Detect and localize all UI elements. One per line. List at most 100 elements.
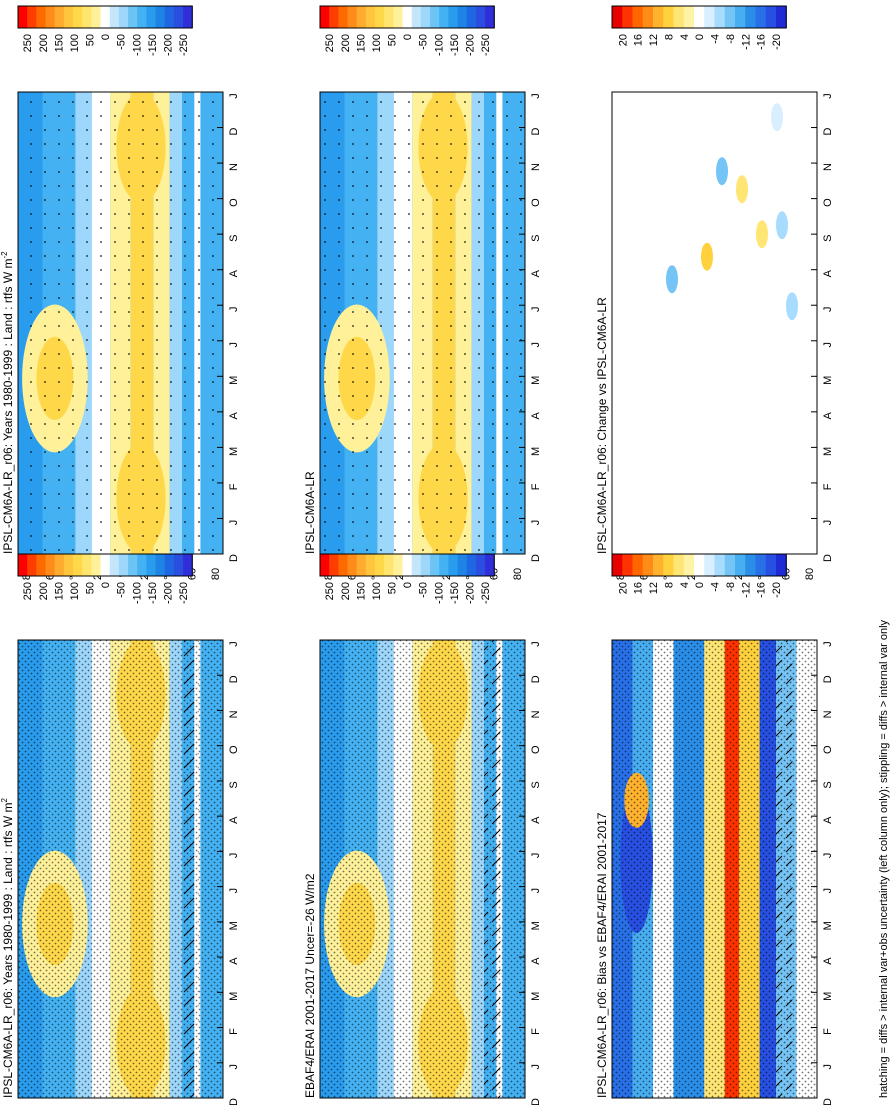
month-label: A xyxy=(530,412,542,420)
month-label: D xyxy=(822,554,834,562)
colorbar-swatch xyxy=(73,6,83,28)
month-label: J xyxy=(822,520,834,526)
month-label: N xyxy=(530,710,542,718)
chart-panel-2: IPSL-CM6A-LRDJFMAMJJASONDJ8060°N20020°S6… xyxy=(303,5,542,580)
colorbar-tick-label: 50 xyxy=(85,582,97,594)
colorbar-swatch xyxy=(109,554,120,576)
colorbar-swatch xyxy=(439,6,449,28)
chart-panel-1: IPSL-CM6A-LR_r06: Years 1980-1999 : Land… xyxy=(0,5,240,580)
colorbar-swatch xyxy=(642,554,654,576)
colorbar-swatch xyxy=(694,554,705,576)
colorbar-swatch xyxy=(155,554,166,576)
colorbar-tick-label: -100 xyxy=(433,34,445,56)
colorbar-swatch xyxy=(402,6,413,28)
month-label: N xyxy=(228,710,240,718)
colorbar-swatch xyxy=(73,554,83,576)
colorbar-swatch xyxy=(475,6,486,28)
colorbar-tick-label: -250 xyxy=(178,582,190,604)
colorbar-swatch xyxy=(109,6,120,28)
colorbar-tick-label: 16 xyxy=(633,582,645,594)
colorbar-frame xyxy=(611,553,787,577)
stippling-overlay xyxy=(18,92,223,554)
colorbar-swatch xyxy=(735,554,746,576)
colorbar-swatch xyxy=(420,554,431,576)
colorbar-swatch xyxy=(356,6,367,28)
plot-frame xyxy=(319,639,526,1099)
colorbar-tick-label: 150 xyxy=(355,582,367,600)
anomaly-patch xyxy=(701,242,713,271)
month-label: M xyxy=(228,921,240,930)
colorbar-tick-label: 100 xyxy=(69,582,81,600)
panel-title: IPSL-CM6A-LR_r06: Years 1980-1999 : Land… xyxy=(0,798,15,1098)
month-label: J xyxy=(530,342,542,348)
colorbar-tick-label: 200 xyxy=(340,34,352,52)
month-label: M xyxy=(530,992,542,1001)
colorbar-tick-label: -50 xyxy=(116,34,128,50)
heatmap-field xyxy=(612,92,817,554)
colorbar-tick-label: 100 xyxy=(371,34,383,52)
heatmap-background xyxy=(612,92,817,554)
colorbar-tick-label: 50 xyxy=(387,34,399,46)
colorbar-tick-label: 150 xyxy=(355,34,367,52)
anomaly-patch xyxy=(786,292,798,321)
colorbar-tick-label: 150 xyxy=(53,582,65,600)
month-label: J xyxy=(530,888,542,894)
latitude-label: 80 xyxy=(804,568,816,580)
anomaly-patch xyxy=(771,103,783,132)
colorbar-swatch xyxy=(411,6,422,28)
colorbar-tick-label: 20 xyxy=(617,34,629,46)
colorbar-tick-label: 20 xyxy=(617,582,629,594)
colorbar-swatch xyxy=(755,554,767,576)
month-label: A xyxy=(822,816,834,824)
colorbar-frame xyxy=(611,5,787,29)
colorbar-swatch xyxy=(632,554,644,576)
plot-frame xyxy=(17,639,224,1099)
colorbar-swatch xyxy=(745,554,756,576)
colorbar-tick-label: -50 xyxy=(116,582,128,598)
colorbar-swatch xyxy=(714,554,726,576)
colorbar-swatch xyxy=(118,554,129,576)
colorbar-tick-label: 250 xyxy=(324,34,336,52)
colorbar-swatch xyxy=(622,6,633,28)
month-label: D xyxy=(228,554,240,562)
colorbar-swatch xyxy=(694,6,705,28)
colorbar-tick-label: 8 xyxy=(663,34,675,40)
colorbar-swatch xyxy=(36,554,47,576)
colorbar-swatch xyxy=(375,554,385,576)
month-label: J xyxy=(822,93,834,99)
colorbar-swatch xyxy=(338,6,349,28)
month-label: J xyxy=(822,888,834,894)
colorbar-tick-label: -20 xyxy=(771,582,783,598)
colorbar-swatch xyxy=(82,6,92,28)
month-label: S xyxy=(228,234,240,241)
colorbar-swatch xyxy=(457,6,468,28)
month-label: J xyxy=(530,306,542,312)
colorbar-swatch xyxy=(653,554,664,576)
colorbar-swatch xyxy=(642,6,654,28)
colorbar-swatch xyxy=(622,554,633,576)
anomaly-patch xyxy=(776,211,788,240)
colorbar-tick-label: 16 xyxy=(633,34,645,46)
month-label: D xyxy=(530,1098,542,1105)
month-label: N xyxy=(228,163,240,171)
colorbar-swatch xyxy=(54,6,65,28)
month-label: F xyxy=(822,483,834,490)
month-label: S xyxy=(822,781,834,788)
colorbar-swatch xyxy=(365,554,376,576)
colorbar-swatch xyxy=(393,6,404,28)
colorbar-swatch xyxy=(82,554,92,576)
month-label: O xyxy=(228,198,240,207)
month-label: D xyxy=(228,1098,240,1105)
month-label: M xyxy=(228,376,240,385)
colorbar-swatch xyxy=(776,554,787,576)
colorbar-tick-label: -150 xyxy=(449,582,461,604)
heatmap-field xyxy=(612,640,817,1098)
colorbar-swatch xyxy=(632,6,644,28)
colorbar-tick-label: 4 xyxy=(679,582,691,588)
colorbar-tick-label: -200 xyxy=(464,582,476,604)
colorbar-tick-label: 12 xyxy=(648,582,660,594)
colorbar-tick-label: -200 xyxy=(162,582,174,604)
month-label: N xyxy=(822,710,834,718)
colorbar-swatch xyxy=(430,6,440,28)
colorbar-tick-label: -50 xyxy=(418,582,430,598)
